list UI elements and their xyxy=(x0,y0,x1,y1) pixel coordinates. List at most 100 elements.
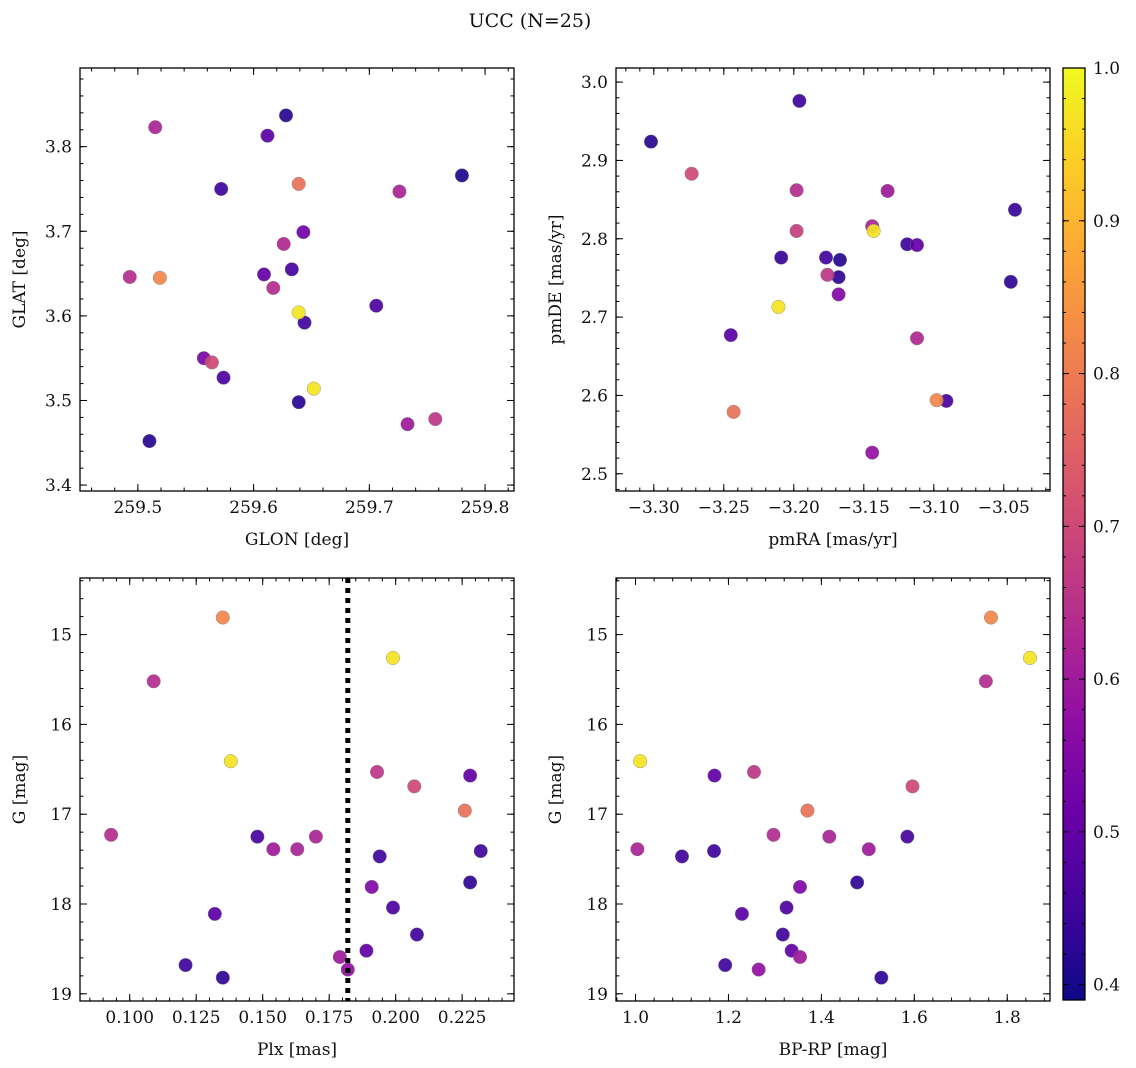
scatter-point xyxy=(284,262,299,277)
scatter-point xyxy=(874,970,889,985)
scatter-point xyxy=(644,134,659,149)
scatter-point xyxy=(454,168,469,183)
colorbar-tick-label: 0.6 xyxy=(1093,670,1120,690)
scatter-point xyxy=(793,949,808,964)
scatter-point xyxy=(400,417,415,432)
y-tick-label: 3.5 xyxy=(45,391,72,411)
x-tick-label: −3.15 xyxy=(838,498,890,518)
scatter-point xyxy=(1023,650,1038,665)
y-tick-label: 16 xyxy=(586,715,608,735)
scatter-point xyxy=(370,764,385,779)
scatter-point xyxy=(793,879,808,894)
subplot-4: 1.0 1.2 1.4 1.6 1.8 15 16 17 18 19 BP-RP [mag] G [m… xyxy=(546,577,1051,1060)
subplot-2: −3.30 −3.25 −3.20 −3.15 −3.10 −3.05 2.5 2.6 2.7 2… xyxy=(546,67,1051,550)
scatter-point xyxy=(291,176,306,191)
scatter-point xyxy=(905,779,920,794)
scatter-point xyxy=(204,355,219,370)
scatter-point xyxy=(771,299,786,314)
y-tick-label: 18 xyxy=(50,895,72,915)
x-tick-label: −3.20 xyxy=(768,498,820,518)
scatter-point xyxy=(291,395,306,410)
scatter-point xyxy=(820,267,835,282)
scatter-point xyxy=(766,827,781,842)
x-tick-label: 259.6 xyxy=(229,498,278,518)
x-tick-label: −3.25 xyxy=(698,498,750,518)
scatter-point xyxy=(279,108,294,123)
y-tick-label: 3.8 xyxy=(45,138,72,158)
x-tick-label: 1.0 xyxy=(622,1008,649,1028)
scatter-point xyxy=(707,844,722,859)
x-axis-label: GLON [deg] xyxy=(245,530,349,550)
y-tick-label: 19 xyxy=(50,985,72,1005)
x-axis-label: BP-RP [mag] xyxy=(779,1040,888,1060)
colorbar-tick-label: 1.0 xyxy=(1093,59,1120,79)
y-tick-label: 15 xyxy=(50,626,72,646)
y-tick-label: 17 xyxy=(586,805,608,825)
scatter-point xyxy=(674,849,689,864)
scatter-point xyxy=(463,875,478,890)
scatter-point xyxy=(775,927,790,942)
scatter-point xyxy=(122,269,137,284)
x-tick-label: 1.8 xyxy=(994,1008,1021,1028)
y-axis-label: G [mag] xyxy=(10,755,30,824)
colorbar-tick-label: 0.4 xyxy=(1093,976,1120,996)
scatter-point xyxy=(747,764,762,779)
scatter-point xyxy=(428,412,443,427)
y-tick-label: 17 xyxy=(50,805,72,825)
scatter-point xyxy=(369,298,384,313)
y-tick-label: 16 xyxy=(50,715,72,735)
scatter-point xyxy=(910,238,925,253)
scatter-point xyxy=(409,927,424,942)
x-tick-label: 259.7 xyxy=(345,498,394,518)
x-tick-label: −3.30 xyxy=(628,498,680,518)
scatter-point xyxy=(457,803,472,818)
scatter-point xyxy=(865,445,880,460)
scatter-point xyxy=(104,827,119,842)
scatter-point xyxy=(266,842,281,857)
scatter-point xyxy=(684,166,699,181)
scatter-point xyxy=(223,754,238,769)
subplot-1: 259.5 259.6 259.7 259.8 3.4 3.5 3.6 3.7 3.8 GLON … xyxy=(10,67,515,550)
scatter-point xyxy=(372,849,387,864)
scatter-point xyxy=(779,900,794,915)
y-tick-label: 18 xyxy=(586,895,608,915)
axes-frame xyxy=(79,67,515,492)
scatter-point xyxy=(266,280,281,295)
x-tick-label: 259.5 xyxy=(114,498,163,518)
scatter-point xyxy=(463,768,478,783)
scatter-point xyxy=(386,650,401,665)
scatter-point xyxy=(291,305,306,320)
scatter-point xyxy=(407,779,422,794)
x-tick-label: 0.225 xyxy=(438,1008,487,1028)
y-axis-label: G [mag] xyxy=(546,755,566,824)
x-axis-label: pmRA [mas/yr] xyxy=(768,530,897,550)
scatter-point xyxy=(833,252,848,267)
colorbar-frame xyxy=(1062,67,1086,1001)
y-tick-label: 2.6 xyxy=(581,386,608,406)
scatter-point xyxy=(774,250,789,265)
y-tick-label: 2.9 xyxy=(581,151,608,171)
scatter-point xyxy=(734,906,749,921)
scatter-point xyxy=(392,184,407,199)
scatter-point xyxy=(978,674,993,689)
scatter-point xyxy=(214,181,229,196)
scatter-point xyxy=(215,610,230,625)
scatter-point xyxy=(142,434,157,449)
scatter-point xyxy=(146,674,161,689)
scatter-point xyxy=(800,803,815,818)
y-tick-label: 2.7 xyxy=(581,308,608,328)
scatter-point xyxy=(1003,274,1018,289)
scatter-point xyxy=(751,962,766,977)
subplot-3: 0.100 0.125 0.150 0.175 0.200 0.225 15 16 17 18 19… xyxy=(10,577,515,1060)
colorbar: 0.4 0.5 0.6 0.7 0.8 0.9 1.0 xyxy=(1062,59,1120,1001)
y-tick-label: 19 xyxy=(586,985,608,1005)
scatter-point xyxy=(929,393,944,408)
y-tick-label: 2.5 xyxy=(581,465,608,485)
scatter-point xyxy=(207,906,222,921)
scatter-point xyxy=(983,610,998,625)
colorbar-tick-label: 0.9 xyxy=(1093,212,1120,232)
axes-frame xyxy=(615,67,1051,492)
scatter-point xyxy=(250,829,265,844)
scatter-point xyxy=(792,93,807,108)
